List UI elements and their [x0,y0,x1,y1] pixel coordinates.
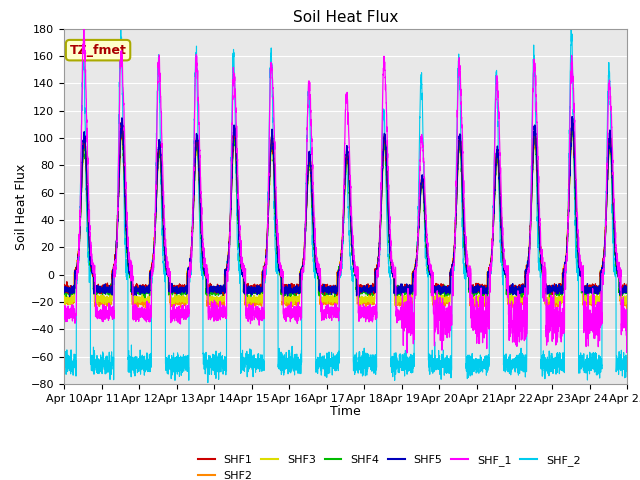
SHF4 [623,289,630,295]
SHF_2 [161,266,169,272]
SHF4 [623,289,631,295]
SHF1 [161,250,169,256]
SHF1 [617,293,625,299]
Line: SHF_1: SHF_1 [64,29,627,353]
Line: SHF1: SHF1 [64,122,627,296]
SHF_2 [504,369,512,374]
SHF4 [60,287,68,292]
SHF1 [441,288,449,294]
SHF_2 [60,354,68,360]
Legend: SHF1, SHF2, SHF3, SHF4, SHF5, SHF_1, SHF_2: SHF1, SHF2, SHF3, SHF4, SHF5, SHF_1, SHF… [193,451,585,480]
Title: Soil Heat Flux: Soil Heat Flux [293,10,398,25]
SHF3 [623,301,630,307]
SHF_1 [60,308,68,313]
SHF_1 [623,349,630,355]
SHF4 [441,293,449,299]
SHF1 [117,120,125,125]
Line: SHF2: SHF2 [64,121,627,309]
Y-axis label: Soil Heat Flux: Soil Heat Flux [15,163,28,250]
SHF3 [441,298,449,303]
SHF5 [623,285,630,290]
SHF_2 [441,367,449,372]
SHF2 [623,295,631,300]
SHF_1 [441,315,449,321]
SHF5 [325,286,333,292]
SHF2 [472,303,480,309]
Line: SHF5: SHF5 [64,117,627,297]
SHF2 [161,251,169,257]
SHF4 [568,125,576,131]
SHF5 [504,286,512,292]
SHF5 [568,114,576,120]
SHF4 [472,291,480,297]
SHF3 [391,302,399,308]
SHF5 [66,294,74,300]
SHF5 [623,288,631,294]
SHF_2 [623,357,630,363]
SHF3 [161,248,169,253]
SHF3 [504,300,512,305]
SHF1 [325,287,333,293]
SHF4 [504,287,512,292]
SHF1 [60,286,68,292]
SHF_2 [204,380,212,385]
SHF_1 [472,311,480,316]
SHF4 [141,295,149,300]
SHF_1 [403,350,411,356]
Line: SHF3: SHF3 [64,126,627,305]
SHF3 [472,295,480,300]
SHF3 [60,296,68,301]
SHF4 [325,290,333,296]
SHF_2 [325,362,333,368]
SHF_2 [472,362,480,368]
SHF_1 [80,26,88,32]
SHF5 [472,290,480,296]
SHF2 [623,305,630,311]
SHF1 [504,289,512,295]
SHF3 [324,294,332,300]
SHF2 [60,297,68,302]
SHF_1 [325,312,333,317]
SHF2 [325,300,333,306]
SHF3 [623,301,631,307]
SHF_2 [623,360,631,366]
SHF1 [623,283,630,288]
SHF4 [161,263,169,268]
SHF5 [161,258,169,264]
SHF1 [623,281,631,287]
SHF_1 [504,263,512,268]
SHF_1 [161,238,169,243]
X-axis label: Time: Time [330,405,361,418]
SHF5 [441,288,449,293]
SHF_1 [623,317,631,323]
SHF2 [118,119,125,124]
SHF5 [60,288,68,294]
SHF2 [504,301,512,307]
SHF2 [435,306,442,312]
Line: SHF_2: SHF_2 [64,29,627,383]
SHF2 [441,300,449,305]
SHF3 [568,123,576,129]
Line: SHF4: SHF4 [64,128,627,298]
SHF_2 [117,26,125,32]
Text: TZ_fmet: TZ_fmet [70,44,127,57]
SHF1 [472,284,480,289]
